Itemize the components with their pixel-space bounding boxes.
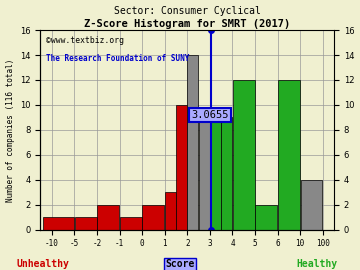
Bar [278,80,300,230]
Text: Healthy: Healthy [296,259,337,269]
Bar [120,217,142,230]
Text: The Research Foundation of SUNY: The Research Foundation of SUNY [46,54,190,63]
Bar [255,205,277,230]
Bar [176,105,187,230]
Bar [188,55,198,230]
Bar [301,180,323,230]
Bar [210,117,221,230]
Bar [75,217,96,230]
Title: Z-Score Histogram for SMRT (2017): Z-Score Histogram for SMRT (2017) [84,19,291,29]
Bar [233,80,255,230]
Text: Score: Score [165,259,195,269]
Bar [143,205,165,230]
Bar [97,205,119,230]
Bar [43,217,74,230]
Bar [165,192,176,230]
Bar [221,117,232,230]
Y-axis label: Number of companies (116 total): Number of companies (116 total) [5,58,14,201]
Text: 3.0655: 3.0655 [192,110,229,120]
Text: ©www.textbiz.org: ©www.textbiz.org [46,36,124,45]
Bar [199,117,210,230]
Text: Unhealthy: Unhealthy [17,259,69,269]
Text: Sector: Consumer Cyclical: Sector: Consumer Cyclical [114,6,261,16]
